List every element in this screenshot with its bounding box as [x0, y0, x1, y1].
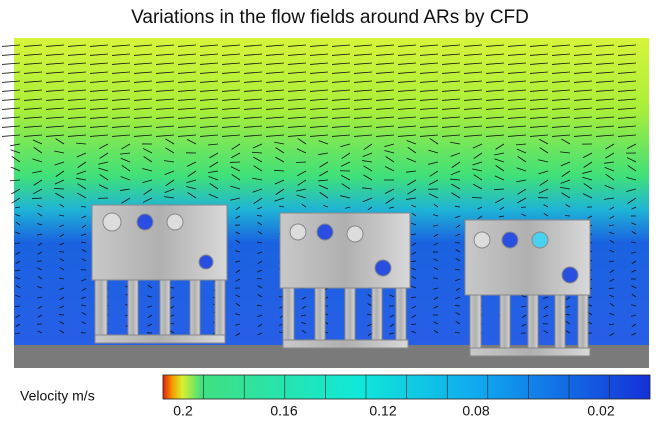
colorbar-label: Velocity m/s	[20, 388, 95, 404]
title: Variations in the flow fields around ARs…	[131, 7, 529, 28]
flow-field	[14, 38, 649, 368]
vector	[455, 305, 460, 306]
vector	[32, 198, 42, 199]
colorbar-tick-label: 0.16	[270, 403, 297, 419]
colorbar-tick-label: 0.02	[587, 403, 614, 419]
figure: Variations in the flow fields around ARs…	[0, 0, 659, 431]
vector	[455, 242, 460, 243]
vector	[609, 288, 614, 289]
vector	[15, 306, 20, 307]
colorbar-tick-label: 0.08	[462, 403, 489, 419]
colorbar-tick-label: 0.2	[173, 403, 193, 419]
colorbar-tick-label: 0.12	[369, 403, 396, 419]
vector	[296, 162, 306, 163]
page: {"title": "Variations in the flow fields…	[0, 0, 659, 431]
